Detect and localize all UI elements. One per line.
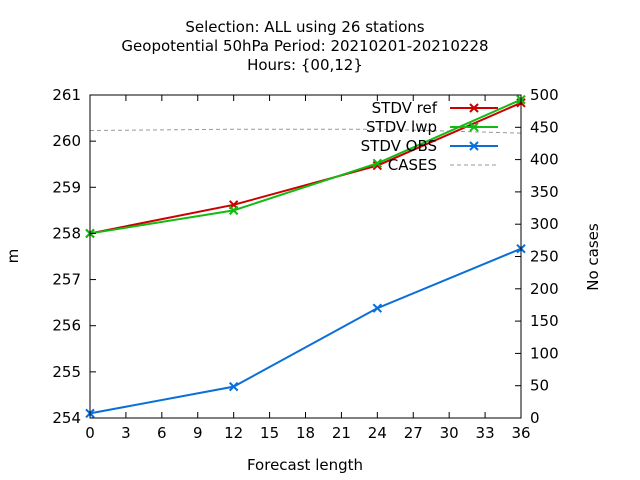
y-tick-label: 255: [52, 363, 81, 381]
x-tick-label: 36: [511, 424, 530, 442]
y-tick-label: 258: [52, 224, 81, 242]
y2-tick-label: 400: [530, 151, 559, 169]
y-ticks: 254 255 256 257 258 259 260 261: [52, 86, 96, 427]
title-line-2: Geopotential 50hPa Period: 20210201-2021…: [121, 37, 488, 55]
legend-marker-stdv-ref: [469, 103, 479, 113]
series-line-stdv-lwp: [89, 98, 522, 235]
y-axis-label: m: [4, 249, 22, 264]
plot-border: [89, 94, 522, 419]
series-line-stdv-obs: [89, 247, 522, 415]
x-tick-label: 21: [332, 424, 351, 442]
marker-stroke: [372, 158, 383, 168]
y2-tick-label: 200: [530, 280, 559, 298]
x-tick-label: 15: [260, 424, 279, 442]
series-layer: [85, 94, 526, 419]
data-point-stdv-lwp: [372, 158, 383, 168]
y2-tick-label: 100: [530, 344, 559, 362]
y-tick-label: 259: [52, 178, 81, 196]
title-line-3: Hours: {00,12}: [247, 56, 363, 74]
marker-stroke: [469, 103, 479, 113]
y2-tick-label: 350: [530, 183, 559, 201]
series-stdv-ref: [85, 98, 526, 239]
legend-label-cases: CASES: [388, 156, 437, 174]
marker-stroke: [228, 205, 239, 216]
series-stdv-obs: [85, 243, 526, 419]
x-tick-label: 9: [193, 424, 203, 442]
legend-label-stdv-lwp: STDV lwp: [366, 118, 437, 136]
y2-tick-label: 0: [530, 409, 540, 427]
marker-stroke: [372, 303, 383, 313]
marker-stroke: [469, 122, 479, 132]
title-line-1: Selection: ALL using 26 stations: [185, 18, 424, 36]
x-tick-label: 18: [296, 424, 315, 442]
y2-axis-label: No cases: [584, 223, 602, 291]
x-tick-label: 24: [368, 424, 387, 442]
legend-marker-stdv-lwp: [469, 122, 479, 132]
x-tick-label: 33: [476, 424, 495, 442]
data-point-stdv-obs: [228, 381, 239, 392]
marker-stroke: [228, 381, 239, 392]
x-axis-label: Forecast length: [247, 456, 363, 474]
y2-tick-label: 300: [530, 215, 559, 233]
x-tick-label: 0: [85, 424, 95, 442]
y2-ticks: 0 50 100 150 200 250 300 350 400 450 500: [515, 86, 559, 427]
data-point-stdv-lwp: [228, 205, 239, 216]
y2-tick-label: 250: [530, 248, 559, 266]
x-ticks: 0 3 6 9 12 15 18 21 24 27 30 33 36: [85, 95, 531, 442]
y-tick-label: 261: [52, 86, 81, 104]
marker-stroke: [469, 141, 479, 151]
legend-label-stdv-obs: STDV OBS: [361, 137, 437, 155]
series-line-stdv-ref: [89, 101, 522, 235]
x-tick-label: 30: [440, 424, 459, 442]
x-tick-label: 27: [404, 424, 423, 442]
y2-tick-label: 150: [530, 312, 559, 330]
data-point-stdv-obs: [372, 303, 383, 313]
chart-title: Selection: ALL using 26 stations Geopote…: [121, 18, 488, 74]
series-stdv-lwp: [85, 94, 526, 239]
y-tick-label: 256: [52, 317, 81, 335]
x-tick-label: 12: [224, 424, 243, 442]
legend-marker-stdv-obs: [469, 141, 479, 151]
y2-tick-label: 450: [530, 118, 559, 136]
x-tick-label: 3: [121, 424, 131, 442]
y2-tick-label: 50: [530, 377, 549, 395]
y-tick-label: 260: [52, 132, 81, 150]
legend-label-stdv-ref: STDV ref: [372, 99, 438, 117]
x-tick-label: 6: [157, 424, 167, 442]
y-tick-label: 257: [52, 271, 81, 289]
y2-tick-label: 500: [530, 86, 559, 104]
y-tick-label: 254: [52, 409, 81, 427]
